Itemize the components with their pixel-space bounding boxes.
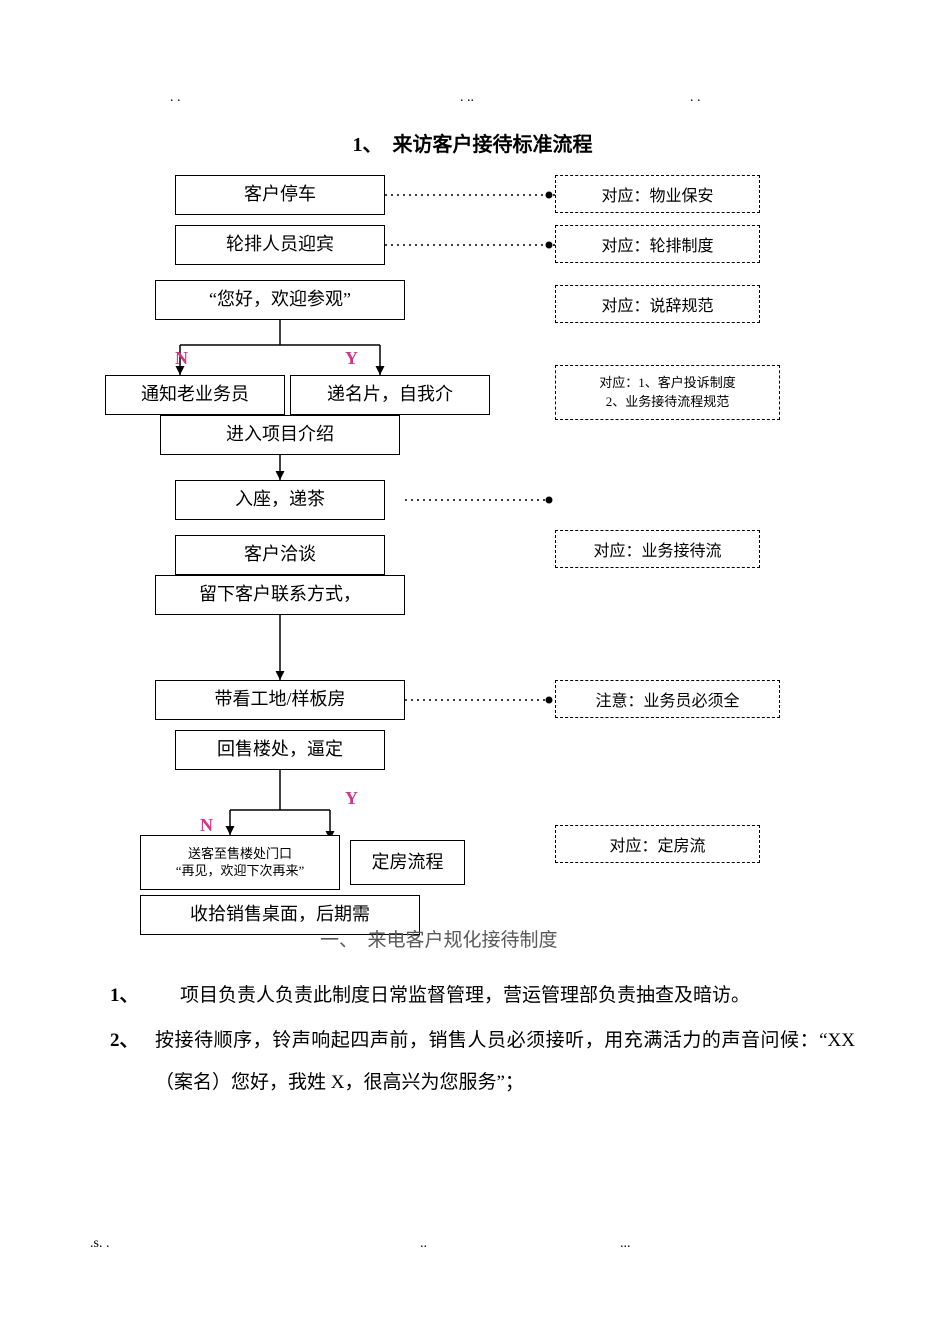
- flow-box-n1: 客户停车: [175, 175, 385, 215]
- flow-box-n9: 回售楼处，逼定: [175, 730, 385, 770]
- side-box-s1: 对应：物业保安: [555, 175, 760, 213]
- bullet-2-num: 2、: [110, 1020, 139, 1062]
- page: . . . .. . . 1、 来访客户接待标准流程 客户停车轮排人员迎宾 “您好…: [0, 0, 945, 1337]
- connectors-svg: [0, 0, 945, 1337]
- flow-box-n6: 客户洽谈: [175, 535, 385, 575]
- footer-mark-c: ...: [620, 1236, 631, 1252]
- side-box-s6: 注意：业务员必须全: [555, 680, 780, 718]
- flow-box-n10a: 送客至售楼处门口“再见，欢迎下次再来”: [140, 835, 340, 890]
- yn-label-yn2_Y: Y: [345, 788, 358, 809]
- side-box-s2: 对应：轮排制度: [555, 225, 760, 263]
- yn-label-yn2_N: N: [200, 815, 213, 836]
- header-mark-c: . .: [690, 90, 701, 106]
- bullet-2-text: 按接待顺序，铃声响起四声前，销售人员必须接听，用充满活力的声音问候：“XX（案名…: [155, 1020, 855, 1104]
- flow-box-n5: 入座，递茶: [175, 480, 385, 520]
- flow-box-n7: 留下客户联系方式，: [155, 575, 405, 615]
- section-subtitle: 一、 来电客户规化接待制度: [320, 920, 558, 962]
- footer-mark-a: .s. .: [90, 1236, 109, 1252]
- yn-label-yn1_Y: Y: [345, 348, 358, 369]
- flow-box-n4b: 递名片，自我介: [290, 375, 490, 415]
- flow-box-n10b: 定房流程: [350, 840, 465, 885]
- yn-label-yn1_N: N: [175, 348, 188, 369]
- flow-box-n4a: 通知老业务员: [105, 375, 285, 415]
- flow-box-n8: 带看工地/样板房: [155, 680, 405, 720]
- side-box-s7: 对应：定房流: [555, 825, 760, 863]
- flow-box-n4c: 进入项目介绍: [160, 415, 400, 455]
- flow-box-n2: 轮排人员迎宾: [175, 225, 385, 265]
- page-title: 1、 来访客户接待标准流程: [0, 128, 945, 157]
- side-box-s5: 对应：业务接待流: [555, 530, 760, 568]
- side-box-s3: 对应：说辞规范: [555, 285, 760, 323]
- bullet-1-text: 项目负责人负责此制度日常监督管理，营运管理部负责抽查及暗访。: [180, 975, 855, 1017]
- side-box-s4: 对应：1、客户投诉制度2、业务接待流程规范: [555, 365, 780, 420]
- header-mark-a: . .: [170, 90, 181, 106]
- flow-box-n3: “您好，欢迎参观”: [155, 280, 405, 320]
- footer-mark-b: ..: [420, 1236, 427, 1252]
- bullet-1-num: 1、: [110, 975, 139, 1017]
- header-mark-b: . ..: [460, 90, 474, 106]
